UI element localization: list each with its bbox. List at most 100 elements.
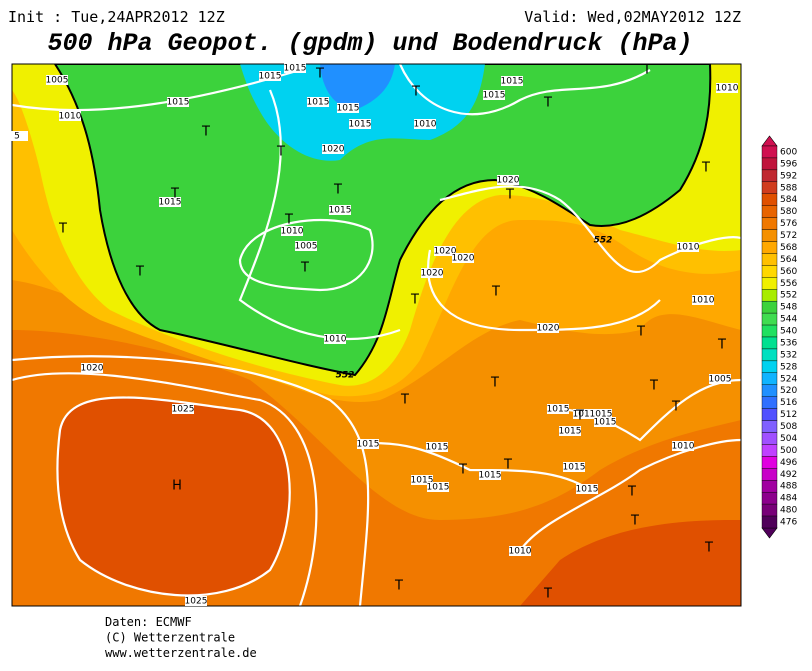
isobar-label-bg (414, 119, 436, 129)
pressure-center: T (543, 587, 552, 602)
isobar-label-bg (172, 404, 194, 414)
isobar-label-bg (677, 242, 699, 252)
colorbar-cell (761, 432, 778, 445)
isobar-label-bg (501, 76, 523, 86)
isobar-label: 1010 (692, 296, 715, 306)
isobar-label: 1015 (594, 418, 617, 428)
isobar-label-bg (295, 241, 317, 251)
colorbar-cell (761, 420, 778, 433)
pressure-center: T (636, 325, 645, 340)
isobar-label: 1025 (185, 597, 208, 607)
contour-label: 552 (594, 236, 613, 246)
isobar-label-bg (349, 119, 371, 129)
field-584-southeast (520, 520, 741, 606)
isobar-label: 1015 (547, 405, 570, 415)
isobar-label: 1005 (295, 242, 318, 252)
colorbar-label: 560 (780, 267, 797, 277)
isobar-label: 1020 (537, 324, 560, 334)
pressure-center: T (410, 293, 419, 308)
isobar-label-bg (692, 295, 714, 305)
colorbar-label: 568 (780, 243, 797, 253)
isobar-label: 1010 (716, 84, 739, 94)
isobar-label-bg (426, 442, 448, 452)
isobar-label-bg (479, 470, 501, 480)
pressure-center: T (276, 145, 285, 160)
colorbar-cell (761, 312, 778, 326)
isobar-label-bg (59, 111, 81, 121)
isobar-label-bg (427, 482, 449, 492)
colorbar-top-arrow (761, 135, 778, 147)
isobar-label: 1015 (259, 72, 282, 82)
footer-line: (C) Wetterzentrale (105, 631, 235, 645)
colorbar-label: 584 (780, 195, 797, 205)
colorbar-cell (761, 265, 778, 278)
pressure-center: T (400, 393, 409, 408)
map-labels: 1005 1015 1010 1015 1015 1015 1015 1015 1010 1015… (6, 63, 739, 607)
isobar-label: 1015 (483, 91, 506, 101)
colorbar-label: 532 (780, 350, 797, 360)
isobar-label-bg (497, 175, 519, 185)
colorbar-label: 552 (780, 291, 797, 301)
colorbar-cell (761, 456, 778, 469)
pressure-center: T (333, 183, 342, 198)
isobar-label: 1015 (479, 471, 502, 481)
map-frame (11, 63, 742, 607)
isobar-label: 1010 (509, 547, 532, 557)
isobar-label: 1020 (421, 269, 444, 279)
colorbar-label: 488 (780, 482, 797, 492)
colorbar-cell (761, 217, 778, 230)
colorbar-cell (761, 289, 778, 302)
isobar-label-bg (46, 75, 68, 85)
colorbar-label: 540 (780, 327, 797, 337)
pressure-center: T (505, 188, 514, 203)
isobar-label: 1010 (324, 335, 347, 345)
footer: Daten: ECMWF (C) Wetterzentralewww.wetter… (105, 615, 257, 660)
init-time: Init : Tue,24APR2012 12Z (8, 8, 225, 26)
pressure-center: T (490, 376, 499, 391)
colorbar-label: 492 (780, 470, 797, 480)
footer-line: Daten: ECMWF (105, 615, 192, 629)
isobar-label: 1020 (322, 145, 345, 155)
isobar-label-bg (434, 246, 456, 256)
colorbar-label: 528 (780, 362, 797, 372)
colorbar-cell (761, 384, 778, 397)
pressure-center: T (58, 222, 67, 237)
colorbar-cell (761, 336, 778, 350)
isobar-label-bg (483, 90, 505, 100)
isobar-label-bg (537, 323, 559, 333)
colorbar-cell (761, 205, 778, 218)
pressure-center: T (642, 63, 651, 78)
pressure-center: T (201, 125, 210, 140)
isobar-label-bg (559, 426, 581, 436)
colorbar-cell (761, 444, 778, 457)
isobar-label-bg (81, 363, 103, 373)
isobar-label-bg (709, 374, 731, 384)
isobar-label-bg (576, 484, 598, 494)
field-516 (320, 64, 395, 110)
isobar-label: 1015 (559, 427, 582, 437)
colorbar-label: 572 (780, 231, 797, 241)
pressure-center: T (701, 161, 710, 176)
colorbar-cell (761, 491, 778, 505)
colorbar-cell (761, 360, 778, 374)
pressure-center: T (315, 67, 324, 82)
pressure-center: T (300, 261, 309, 276)
isobar-label: 1015 (329, 206, 352, 216)
isobar-label-bg (337, 103, 359, 113)
colorbar-cell (761, 396, 778, 409)
colorbar-cell (761, 468, 778, 481)
colorbar-label: 516 (780, 398, 797, 408)
pressure-center: T (394, 579, 403, 594)
field-524 (240, 64, 485, 161)
colorbar-label: 480 (780, 506, 797, 516)
field-548-with-552-line (53, 64, 712, 377)
colorbar-cell (761, 241, 778, 254)
isobar-label: 1020 (434, 247, 457, 257)
isobar-label: 1020 (452, 254, 475, 264)
colorbar-cell (761, 408, 778, 421)
isobar-label-bg (563, 462, 585, 472)
isobar-label-bg (6, 131, 28, 141)
pressure-center: T (170, 187, 179, 202)
pressure-center: T (491, 285, 500, 300)
